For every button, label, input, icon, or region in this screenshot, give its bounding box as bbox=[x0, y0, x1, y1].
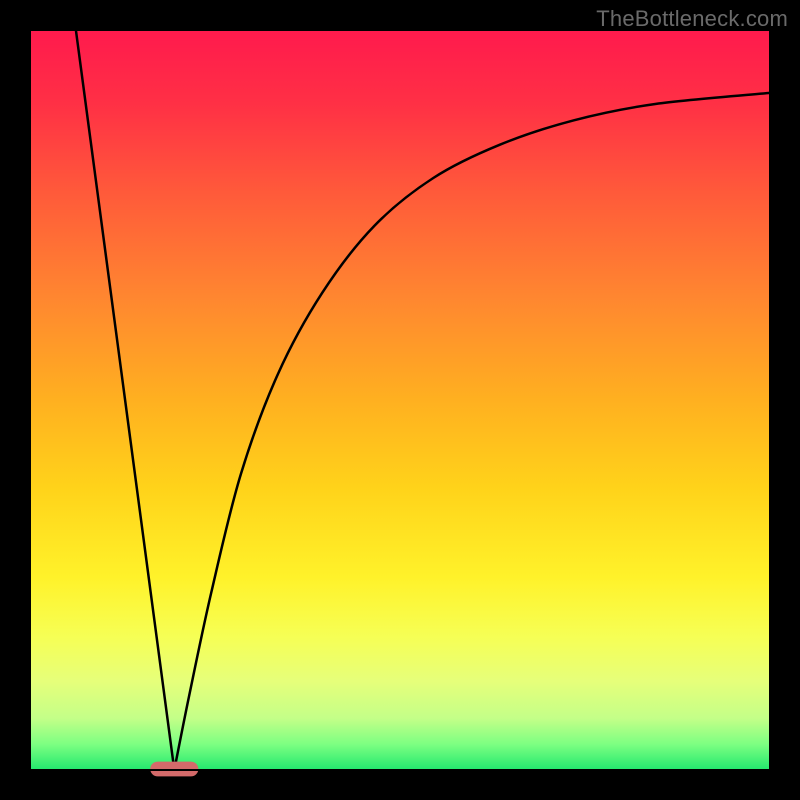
plot-background bbox=[30, 30, 770, 770]
watermark-text: TheBottleneck.com bbox=[596, 6, 788, 32]
chart-svg bbox=[0, 0, 800, 800]
bottleneck-chart: TheBottleneck.com bbox=[0, 0, 800, 800]
